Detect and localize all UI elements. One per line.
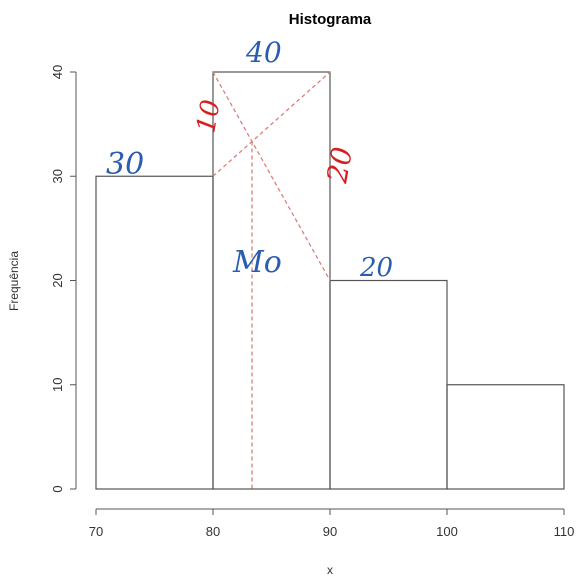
y-tick-label: 10: [50, 378, 65, 392]
x-tick-label: 80: [206, 524, 220, 539]
histogram-bar-90-100: [329, 279, 448, 490]
annotation-bar-label-30: 30: [106, 147, 144, 182]
annotation-diff-left: 10: [191, 97, 226, 135]
y-tick-label: 40: [50, 65, 65, 79]
annotation-diff-right: 20: [320, 144, 359, 186]
y-tick-label: 0: [50, 485, 65, 492]
y-tick-label: 20: [50, 273, 65, 287]
annotation-mode-label: Mo: [232, 245, 282, 280]
x-tick-label: 100: [436, 524, 458, 539]
y-tick-label: 30: [50, 169, 65, 183]
mode-construction-lines: [212, 71, 331, 489]
histogram-bar-70-80: [95, 175, 214, 490]
histogram-bar-100-110: [446, 384, 565, 490]
y-axis: 0 10 20 30 40: [50, 65, 77, 493]
chart-title: Histograma: [289, 11, 372, 28]
mode-diagonal-line-2: [212, 71, 331, 281]
x-axis-label: x: [327, 563, 333, 576]
annotation-bar-label-20: 20: [359, 253, 393, 283]
annotation-bar-label-40: 40: [245, 36, 282, 69]
mode-diagonal-line-1: [212, 71, 331, 177]
x-tick-label: 70: [89, 524, 103, 539]
x-axis: 70 80 90 100 110: [89, 508, 575, 539]
x-tick-label: 110: [554, 524, 575, 539]
histogram-bar-80-90: [212, 71, 331, 490]
x-tick-label: 90: [323, 524, 337, 539]
y-axis-label: Frequência: [7, 251, 21, 311]
